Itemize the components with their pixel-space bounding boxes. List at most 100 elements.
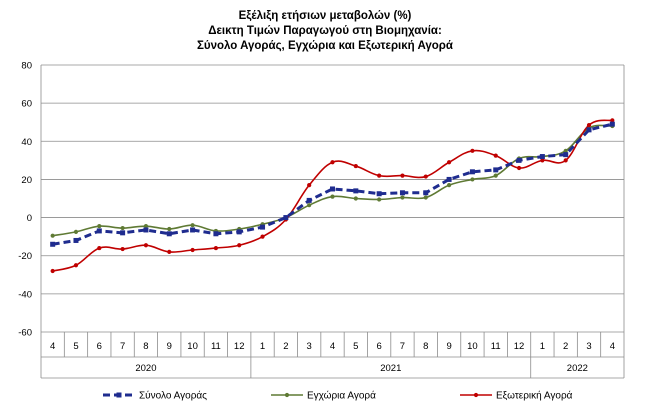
series-line	[52, 124, 613, 237]
data-point	[493, 173, 498, 178]
data-point	[447, 160, 452, 165]
data-point	[143, 227, 149, 233]
x-tick-label: 4	[50, 341, 55, 352]
data-point	[516, 165, 522, 171]
data-point	[586, 122, 592, 128]
legend-label: Σύνολο Αγοράς	[139, 390, 207, 402]
series-lines	[50, 118, 615, 274]
legend-swatch-marker	[284, 392, 290, 398]
y-tick-label: 60	[21, 99, 32, 110]
data-point	[470, 148, 475, 153]
data-point	[330, 186, 335, 192]
legend-item: Εξωτερική Αγορά	[460, 390, 573, 402]
data-point	[97, 245, 102, 251]
legend-swatch-marker	[116, 392, 122, 398]
x-tick-label: 8	[143, 341, 148, 352]
data-point	[563, 158, 568, 163]
data-point	[213, 231, 219, 237]
data-point	[539, 154, 545, 160]
x-tick-label: 2	[283, 341, 288, 352]
data-point	[143, 224, 149, 229]
data-point	[73, 263, 79, 268]
data-point	[190, 227, 196, 233]
x-tick-label: 7	[400, 341, 405, 352]
data-point	[586, 127, 592, 133]
x-tick-label: 2	[563, 341, 568, 352]
data-point	[167, 249, 172, 254]
legend-label: Εξωτερική Αγορά	[496, 390, 573, 402]
data-point	[423, 190, 429, 196]
data-point	[400, 173, 405, 178]
x-tick-label: 9	[167, 341, 172, 352]
data-point	[166, 231, 172, 237]
x-tick-label: 3	[307, 341, 312, 352]
chart-title-line-2: Δεικτη Τιμών Παραγωγού στη Βιομηχανία:	[208, 25, 442, 37]
x-tick-label: 5	[73, 341, 78, 352]
x-tick-label: 6	[97, 341, 102, 352]
grid	[41, 64, 624, 333]
x-tick-label: 11	[491, 341, 501, 352]
y-tick-label: -20	[18, 251, 32, 262]
data-point	[423, 174, 428, 179]
data-point	[400, 195, 405, 200]
x-tick-label: 9	[446, 341, 451, 352]
data-point	[190, 247, 195, 253]
x-tick-label: 4	[330, 341, 335, 352]
x-tick-label: 11	[211, 341, 221, 352]
data-point	[353, 188, 359, 194]
data-point	[609, 121, 615, 127]
data-point	[493, 167, 499, 173]
data-point	[330, 194, 335, 199]
data-point	[306, 197, 312, 203]
legend-item: Εγχώρια Αγορά	[271, 390, 376, 402]
data-point	[423, 195, 428, 200]
y-tick-label: 40	[21, 137, 32, 148]
year-label-2021: 2021	[380, 363, 401, 374]
data-point	[307, 183, 312, 188]
data-point	[260, 224, 266, 230]
data-point	[97, 224, 102, 229]
data-point	[283, 215, 289, 221]
chart-title: Εξέλιξη ετήσιων μεταβολών (%) Δεικτη Τιμ…	[197, 10, 453, 52]
data-point	[50, 233, 55, 238]
series-0	[50, 121, 615, 247]
legend-label: Εγχώρια Αγορά	[307, 390, 376, 402]
data-point	[563, 152, 569, 158]
data-point	[236, 229, 242, 235]
x-tick-label: 1	[540, 341, 545, 352]
data-point	[446, 176, 452, 182]
data-point	[237, 243, 242, 248]
y-tick-label: 80	[21, 61, 32, 72]
y-tick-label: -60	[18, 328, 32, 339]
data-point	[120, 230, 126, 236]
data-point	[563, 148, 568, 153]
data-point	[50, 268, 55, 274]
legend-swatch-marker	[473, 392, 479, 398]
data-point	[447, 183, 452, 188]
x-tick-label: 8	[423, 341, 428, 352]
data-point	[469, 169, 475, 175]
data-point	[376, 191, 382, 197]
chart-title-line-1: Εξέλιξη ετήσιων μεταβολών (%)	[239, 10, 412, 22]
data-point	[353, 163, 358, 169]
data-point	[167, 226, 172, 232]
x-tick-label: 7	[120, 341, 125, 352]
series-2	[50, 118, 615, 274]
year-label-2022: 2022	[567, 363, 588, 374]
data-point	[307, 203, 312, 208]
x-tick-label: 5	[353, 341, 358, 352]
data-point	[73, 237, 79, 243]
legend-item: Σύνολο Αγοράς	[103, 390, 207, 402]
data-point	[260, 234, 265, 239]
data-point	[470, 177, 475, 182]
chart-title-line-3: Σύνολο Αγοράς, Εγχώρια και Εξωτερική Αγο…	[197, 40, 453, 52]
data-point	[377, 197, 382, 202]
x-tick-label: 12	[514, 341, 525, 352]
y-tick-label: 0	[27, 213, 32, 224]
x-tick-label: 10	[187, 341, 198, 352]
x-tick-label: 3	[586, 341, 591, 352]
data-point	[540, 158, 545, 163]
data-point	[330, 160, 335, 165]
